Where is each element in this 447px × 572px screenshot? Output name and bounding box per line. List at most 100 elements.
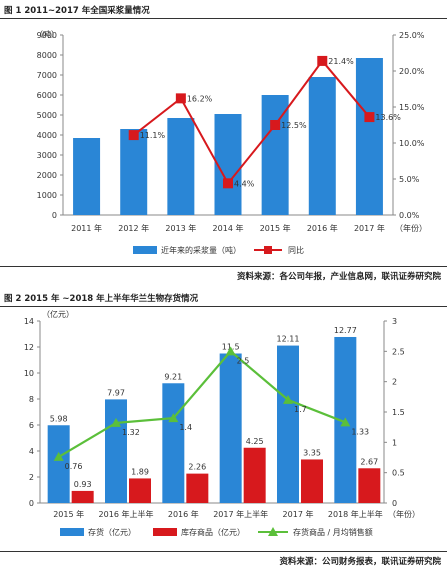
bar-plasma-volume xyxy=(73,138,101,215)
chart-1-plasma-volume: 0 1000 2000 3000 4000 5000 6000 7000 8000 9000（吨）… xyxy=(35,29,427,255)
y-right-tick-label: 0.5 xyxy=(392,469,405,478)
legend-swatch-finished-goods xyxy=(153,528,177,536)
x-tick-label: 2017 年 xyxy=(354,223,385,233)
y-left-tick-label: 5000 xyxy=(37,111,57,120)
data-label-inventory: 5.98 xyxy=(50,414,68,423)
data-label-inventory-ratio: 1.7 xyxy=(294,405,307,414)
y-right-tick-label: 0 xyxy=(392,499,397,508)
point-yoy xyxy=(128,130,139,141)
data-label-inventory: 12.11 xyxy=(277,335,300,344)
data-label-yoy: 21.4% xyxy=(328,57,354,66)
figure-2-source: 资料来源：公司财务报表，联讯证券研究院 xyxy=(279,557,441,567)
data-label-finished-goods: 4.25 xyxy=(246,437,264,446)
x-tick-label: 2015 年 xyxy=(53,509,84,519)
legend-label-finished-goods: 库存商品（亿元） xyxy=(181,527,245,537)
figure-1-bottom-rule xyxy=(0,266,447,267)
x-axis-suffix: （年份） xyxy=(388,509,420,519)
bar-plasma-volume xyxy=(167,118,195,215)
x-tick-label: 2014 年 xyxy=(213,223,244,233)
line-inventory-ratio xyxy=(58,349,346,458)
y-left-tick-label: 12 xyxy=(24,343,34,352)
data-label-yoy: 4.4% xyxy=(234,179,255,188)
bar-plasma-volume xyxy=(355,58,383,215)
bar-inventory xyxy=(47,425,70,503)
point-inventory-ratio xyxy=(283,394,293,404)
legend-swatch-marker xyxy=(264,246,272,254)
bar-finished-goods xyxy=(186,473,209,503)
legend-label-ratio: 存货商品 / 月均销售额 xyxy=(293,527,373,537)
y-right-tick-label: 15.0% xyxy=(399,103,425,112)
figure-1-title: 图 1 2011~2017 年全国采浆量情况 xyxy=(4,6,150,16)
y-left-tick-label: 9000 xyxy=(37,31,57,40)
legend-label-bar: 近年来的采浆量（吨） xyxy=(161,245,241,255)
y-right-tick-label: 1.5 xyxy=(392,408,405,417)
x-tick-label: 2016 年 xyxy=(307,223,338,233)
data-label-inventory-ratio: 1.4 xyxy=(179,423,192,432)
point-yoy xyxy=(364,112,375,123)
y-right-tick-label: 2.5 xyxy=(392,347,405,356)
y-right-tick-label: 20.0% xyxy=(399,67,425,76)
x-tick-label: 2013 年 xyxy=(165,223,196,233)
figure-2-title: 图 2 2015 年 ~2018 年上半年华兰生物存货情况 xyxy=(4,294,199,304)
y-left-unit: （亿元） xyxy=(42,309,74,319)
y-right-tick-label: 10.0% xyxy=(399,139,425,148)
figure-2-bottom-rule xyxy=(0,551,447,552)
bar-inventory xyxy=(277,345,299,503)
y-right-tick-label: 2 xyxy=(392,378,397,387)
data-label-inventory: 7.97 xyxy=(107,388,125,397)
bar-plasma-volume xyxy=(214,114,242,215)
point-yoy xyxy=(175,93,186,104)
x-tick-label: 2017 年 xyxy=(283,509,314,519)
data-label-inventory-ratio: 2.5 xyxy=(237,356,250,365)
x-tick-label: 2012 年 xyxy=(118,223,149,233)
figure-1-source: 资料来源：各公司年报，产业信息网，联讯证券研究院 xyxy=(236,272,441,282)
point-yoy xyxy=(270,120,281,130)
data-label-inventory-ratio: 1.33 xyxy=(351,427,369,436)
legend-swatch-inventory xyxy=(60,528,84,536)
data-label-inventory: 12.77 xyxy=(334,326,357,335)
figure-2-rule xyxy=(0,306,447,307)
y-left-tick-label: 1000 xyxy=(37,191,57,200)
y-left-tick-label: 14 xyxy=(24,317,34,326)
y-left-tick-label: 6 xyxy=(29,421,34,430)
y-left-tick-label: 7000 xyxy=(37,71,57,80)
x-tick-label: 2011 年 xyxy=(71,223,102,233)
data-label-finished-goods: 0.93 xyxy=(74,480,92,489)
y-left-tick-label: 4 xyxy=(29,447,34,456)
bar-inventory xyxy=(219,353,242,503)
bar-finished-goods xyxy=(129,478,151,503)
y-left-tick-label: 4000 xyxy=(37,131,57,140)
point-inventory-ratio xyxy=(340,417,351,427)
legend-label-line: 同比 xyxy=(288,245,304,255)
data-label-yoy: 11.1% xyxy=(140,131,166,140)
data-label-finished-goods: 2.26 xyxy=(188,463,206,472)
y-left-unit: （吨） xyxy=(35,29,59,39)
bar-plasma-volume xyxy=(261,95,289,215)
point-inventory-ratio xyxy=(111,417,121,427)
data-label-yoy: 12.5% xyxy=(281,121,307,130)
y-right-tick-label: 1 xyxy=(392,438,397,447)
legend-swatch-bar xyxy=(133,246,157,254)
bar-finished-goods xyxy=(301,459,323,503)
y-right-tick-label: 25.0% xyxy=(399,31,425,40)
data-label-finished-goods: 3.35 xyxy=(303,448,321,457)
point-yoy xyxy=(317,55,328,66)
y-right-tick-label: 5.0% xyxy=(399,175,420,184)
bar-inventory xyxy=(105,399,127,503)
x-axis-suffix: （年份） xyxy=(395,223,427,233)
y-left-tick-label: 2 xyxy=(29,473,34,482)
legend-swatch-ratio-marker xyxy=(268,527,278,536)
legend-label-inventory: 存货（亿元） xyxy=(88,527,136,537)
x-tick-label: 2018 年上半年 xyxy=(328,509,383,519)
data-label-inventory-ratio: 0.76 xyxy=(65,462,83,471)
data-label-yoy: 16.2% xyxy=(187,94,213,103)
data-label-inventory: 9.21 xyxy=(164,372,182,381)
data-label-finished-goods: 2.67 xyxy=(360,457,378,466)
y-left-tick-label: 8000 xyxy=(37,51,57,60)
y-right-tick-label: 0.0% xyxy=(399,211,420,220)
line-yoy xyxy=(133,59,371,186)
x-tick-label: 2015 年 xyxy=(260,223,291,233)
y-left-tick-label: 8 xyxy=(29,395,34,404)
data-label-yoy: 13.6% xyxy=(375,113,401,122)
bar-finished-goods xyxy=(243,447,266,503)
